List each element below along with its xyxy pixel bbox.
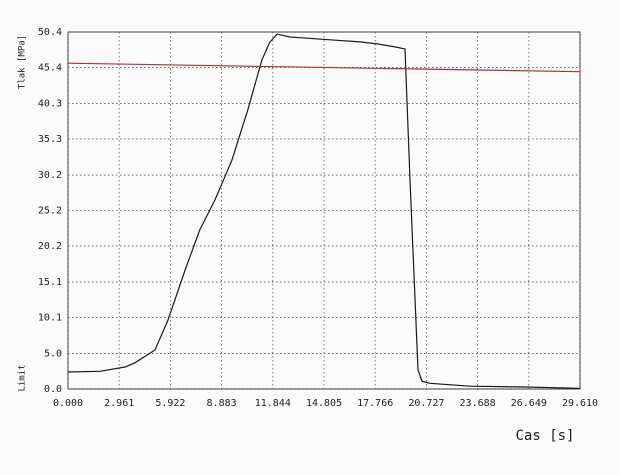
x-tick-label: 26.649 (511, 398, 547, 409)
y-tick-label: 35.3 (38, 134, 62, 145)
y-tick-label: 10.1 (38, 312, 62, 323)
x-tick-label: 14.805 (306, 398, 342, 409)
y-tick-label: 40.3 (38, 99, 62, 110)
y-tick-label: 45.4 (38, 62, 62, 73)
data-line (67, 33, 581, 389)
limit-label: Limit (18, 364, 28, 391)
x-tick-label: 23.688 (460, 398, 496, 409)
y-axis-label: Tlak [MPa] (18, 35, 28, 89)
y-tick-label: 50.4 (38, 27, 62, 38)
y-tick-label: 30.2 (38, 170, 62, 181)
x-tick-label: 17.766 (357, 398, 393, 409)
x-tick-label: 11.844 (255, 398, 291, 409)
x-tick-label: 2.961 (104, 398, 134, 409)
x-axis-label: Cas [s] (515, 428, 574, 444)
data-line (67, 62, 581, 73)
x-tick-label: 0.000 (53, 398, 83, 409)
x-tick-label: 5.922 (155, 398, 185, 409)
x-tick-label: 29.610 (562, 398, 598, 409)
x-tick-label: 8.883 (207, 398, 237, 409)
y-tick-label: 15.1 (38, 277, 62, 288)
y-tick-label: 20.2 (38, 241, 62, 252)
x-tick-label: 20.727 (408, 398, 444, 409)
y-tick-label: 25.2 (38, 206, 62, 217)
y-tick-label: 0.0 (44, 384, 62, 395)
y-tick-label: 5.0 (44, 349, 62, 360)
